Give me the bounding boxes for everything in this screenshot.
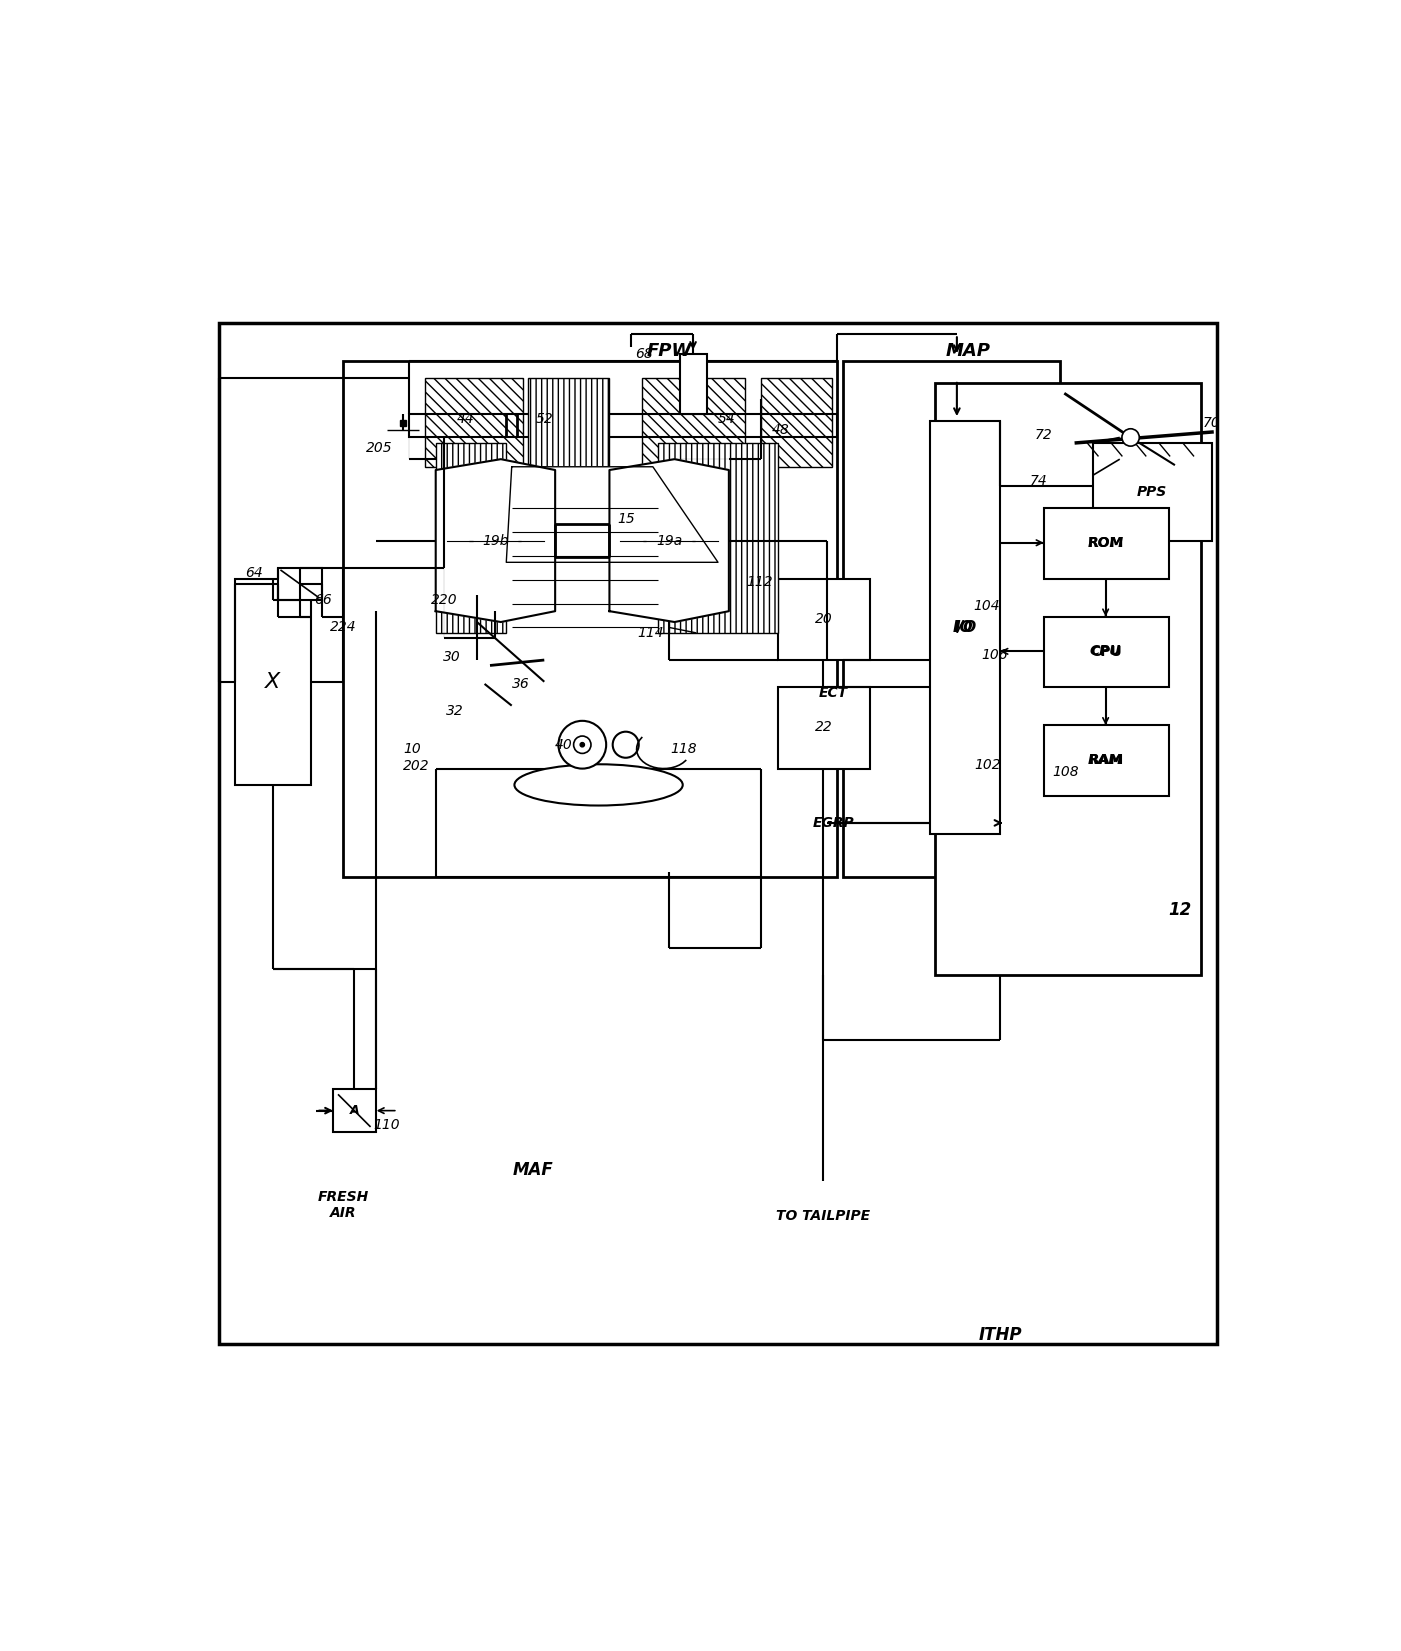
Circle shape — [573, 736, 591, 753]
Text: PPS: PPS — [1138, 485, 1167, 499]
Text: EGRP: EGRP — [813, 816, 855, 830]
Bar — [425, 378, 523, 467]
Text: 224: 224 — [331, 621, 357, 634]
Bar — [528, 378, 609, 467]
Text: 32: 32 — [447, 703, 464, 718]
Text: 102: 102 — [974, 758, 1000, 773]
Text: TO TAILPIPE: TO TAILPIPE — [776, 1209, 870, 1223]
Text: 70: 70 — [1203, 416, 1220, 431]
Polygon shape — [609, 459, 729, 622]
Text: 202: 202 — [403, 759, 430, 773]
Text: CPU: CPU — [1090, 644, 1121, 659]
Text: FRESH
AIR: FRESH AIR — [318, 1190, 368, 1220]
Bar — [1044, 616, 1168, 687]
Text: 44: 44 — [457, 413, 475, 426]
Text: ROM: ROM — [1087, 537, 1124, 550]
Polygon shape — [436, 459, 555, 622]
Text: 12: 12 — [1168, 901, 1191, 918]
Text: RAM: RAM — [1089, 753, 1124, 768]
Text: 52: 52 — [535, 413, 553, 426]
Circle shape — [1122, 429, 1139, 446]
Text: IO: IO — [955, 621, 974, 636]
Text: MAF: MAF — [513, 1161, 553, 1179]
Bar — [343, 362, 838, 877]
Text: 36: 36 — [511, 677, 530, 690]
Text: 104: 104 — [972, 599, 999, 613]
Text: 64: 64 — [245, 566, 263, 580]
Text: 220: 220 — [432, 593, 458, 608]
Text: 205: 205 — [366, 441, 392, 456]
Bar — [235, 578, 311, 784]
Text: ITHP: ITHP — [978, 1326, 1023, 1344]
Text: FPW: FPW — [646, 342, 692, 360]
Bar — [1044, 725, 1168, 796]
Bar — [1044, 509, 1168, 578]
Bar — [936, 383, 1201, 974]
Text: A: A — [349, 1105, 359, 1118]
Bar — [679, 353, 708, 413]
Polygon shape — [506, 467, 719, 563]
Text: 106: 106 — [982, 647, 1009, 662]
Text: 19b: 19b — [482, 533, 509, 548]
Text: RAM: RAM — [1089, 753, 1124, 768]
Bar — [1093, 442, 1212, 540]
Bar — [778, 687, 870, 769]
Bar — [332, 1090, 375, 1133]
Text: 114: 114 — [637, 626, 664, 641]
Text: I/O: I/O — [953, 621, 976, 636]
Circle shape — [559, 721, 607, 769]
Text: 19a: 19a — [656, 533, 682, 548]
Text: 22: 22 — [814, 720, 832, 735]
Bar — [279, 568, 322, 601]
Text: 68: 68 — [635, 347, 653, 362]
Text: 10: 10 — [403, 741, 420, 756]
Text: 72: 72 — [1035, 428, 1052, 442]
Text: 108: 108 — [1052, 764, 1079, 779]
Text: 110: 110 — [374, 1118, 401, 1131]
Text: 74: 74 — [1030, 474, 1047, 489]
Text: 20: 20 — [814, 613, 832, 626]
Bar — [436, 442, 506, 632]
Bar — [778, 578, 870, 660]
Text: CPU: CPU — [1090, 646, 1122, 659]
Text: ECT: ECT — [818, 685, 848, 700]
Bar — [642, 378, 745, 467]
Text: 48: 48 — [772, 423, 790, 438]
Text: ROM: ROM — [1089, 537, 1125, 550]
Text: MAP: MAP — [946, 342, 991, 360]
Text: 112: 112 — [745, 575, 772, 589]
Text: 54: 54 — [717, 413, 736, 426]
Bar — [762, 378, 832, 467]
Circle shape — [580, 743, 584, 746]
Text: 30: 30 — [443, 650, 461, 664]
Circle shape — [612, 731, 639, 758]
Bar — [658, 442, 778, 632]
Text: 118: 118 — [670, 741, 696, 756]
Text: 66: 66 — [314, 593, 332, 608]
Bar — [409, 413, 838, 438]
Ellipse shape — [514, 764, 682, 806]
Text: X: X — [265, 672, 280, 692]
Text: 15: 15 — [616, 512, 635, 527]
Text: 40: 40 — [555, 738, 573, 751]
Bar — [843, 362, 1061, 877]
Bar — [930, 421, 1000, 834]
